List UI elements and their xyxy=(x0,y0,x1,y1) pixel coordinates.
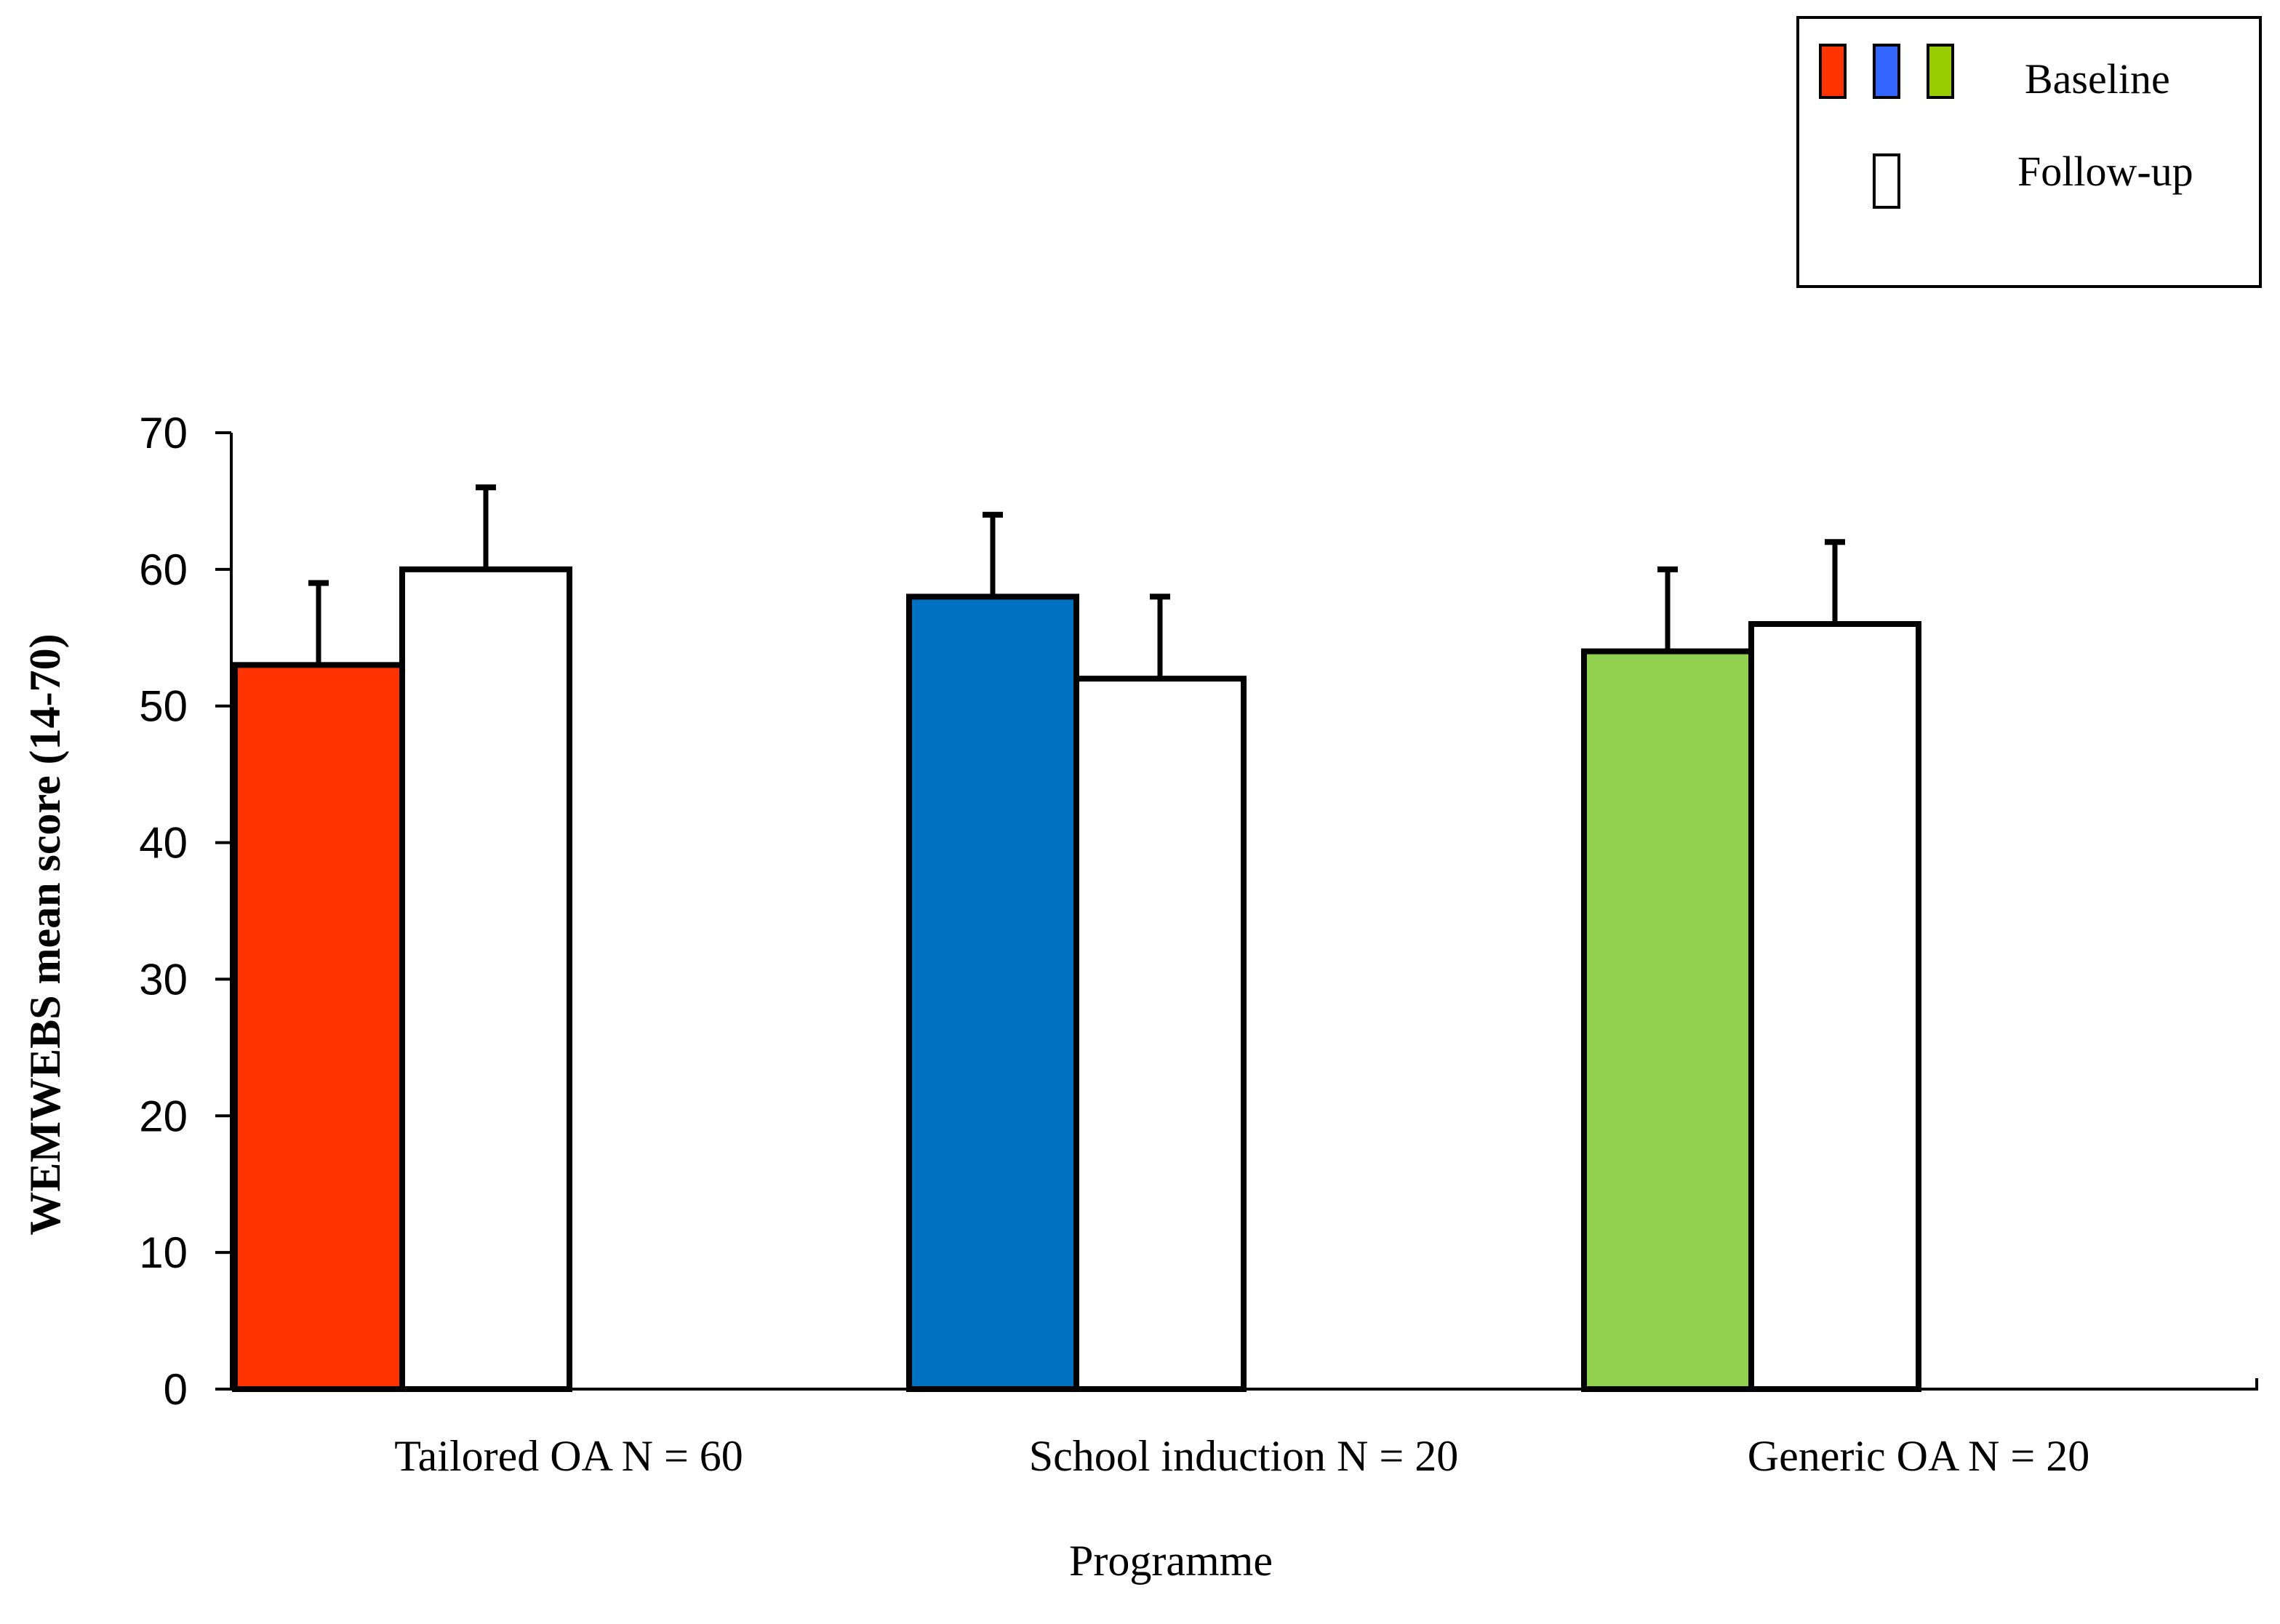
y-tick-label-0: 0 xyxy=(164,1365,188,1414)
y-tick-label-40: 40 xyxy=(139,819,188,868)
legend-swatch-baseline-0 xyxy=(1819,44,1847,99)
bar-baseline-0 xyxy=(232,662,405,1392)
y-ticks: 0 10 20 30 40 50 60 70 xyxy=(139,409,231,1414)
y-tick-label-60: 60 xyxy=(139,545,188,594)
legend-swatch-followup xyxy=(1873,153,1900,209)
y-tick-label-70: 70 xyxy=(139,409,188,457)
y-tick-label-10: 10 xyxy=(139,1228,188,1277)
legend: Baseline Follow-up xyxy=(1796,16,2262,288)
x-axis-title: Programme xyxy=(1069,1537,1273,1585)
bars xyxy=(232,566,1921,1392)
error-bars xyxy=(308,484,1845,679)
legend-swatch-baseline-1 xyxy=(1873,44,1900,99)
legend-label-baseline: Baseline xyxy=(2025,55,2170,103)
y-tick-label-50: 50 xyxy=(139,682,188,731)
bar-baseline-2 xyxy=(1581,648,1754,1392)
legend-swatches xyxy=(1819,44,1954,209)
y-axis-title: WEMWEBS mean score (14-70) xyxy=(21,633,69,1235)
category-label-school: School induction N = 20 xyxy=(1029,1432,1458,1480)
bar-baseline-1 xyxy=(906,593,1079,1392)
bar-followup-0 xyxy=(399,566,572,1392)
y-tick-label-20: 20 xyxy=(139,1092,188,1140)
bar-followup-1 xyxy=(1073,676,1247,1392)
category-label-generic: Generic OA N = 20 xyxy=(1748,1432,2089,1480)
y-tick-label-30: 30 xyxy=(139,955,188,1004)
bar-followup-2 xyxy=(1748,621,1921,1392)
legend-swatch-baseline-2 xyxy=(1927,44,1954,99)
category-label-tailored: Tailored OA N = 60 xyxy=(394,1432,743,1480)
legend-label-followup: Follow-up xyxy=(2017,148,2193,195)
